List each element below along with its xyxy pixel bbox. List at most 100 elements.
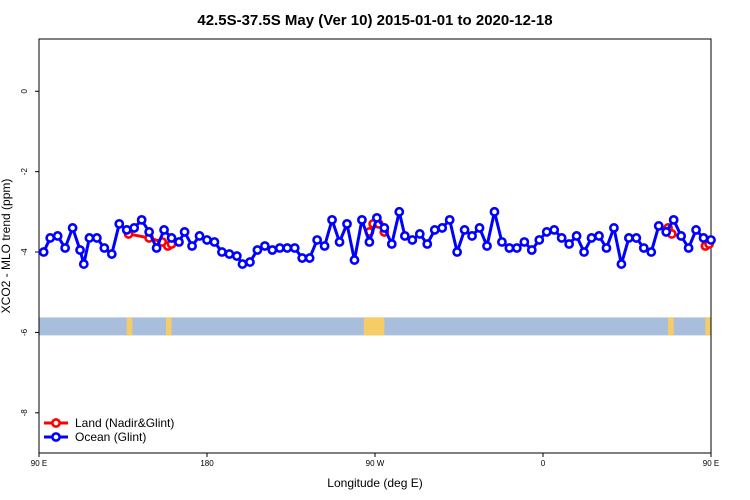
ocean-point	[497, 237, 507, 247]
ocean-point	[84, 233, 95, 243]
chart-title: 42.5S-37.5S May (Ver 10) 2015-01-01 to 2…	[197, 12, 552, 29]
legend-label: Land (Nadir&Glint)	[75, 416, 174, 430]
ocean-point	[136, 214, 147, 225]
x-tick-label: 90 E	[703, 459, 719, 468]
ocean-point	[312, 235, 323, 245]
x-tick-label: 0	[541, 459, 546, 468]
land-segment	[363, 317, 385, 336]
ocean-point	[166, 233, 177, 243]
ocean-point	[564, 239, 575, 249]
ocean-point	[357, 214, 367, 225]
ocean-point	[237, 259, 248, 269]
ocean-point	[364, 237, 375, 247]
ocean-point	[282, 243, 293, 253]
ocean-point	[399, 231, 410, 241]
ocean-point	[394, 206, 405, 217]
x-tick-label: 180	[200, 459, 214, 468]
ocean-point	[252, 245, 263, 255]
ocean-point	[45, 233, 56, 243]
ocean-point	[407, 235, 418, 245]
land-segment	[705, 317, 711, 336]
ocean-point	[121, 225, 132, 235]
ocean-point	[114, 218, 125, 229]
ocean-point	[683, 243, 694, 253]
land-segment	[165, 317, 172, 336]
ocean-point	[661, 227, 672, 237]
ocean-point	[179, 227, 190, 237]
ocean-point	[304, 253, 315, 263]
ocean-point	[534, 235, 545, 245]
legend: Land (Nadir&Glint)Ocean (Glint)	[44, 416, 174, 444]
ocean-point	[52, 231, 63, 241]
ocean-point	[159, 225, 169, 235]
ocean-point	[526, 245, 537, 255]
ocean-point	[386, 239, 397, 249]
ocean-point	[556, 233, 567, 243]
ocean-point	[151, 243, 162, 253]
ocean-point	[444, 214, 455, 225]
ocean-point	[319, 241, 330, 251]
y-tick-label: -6	[20, 328, 29, 336]
ocean-point	[327, 214, 337, 225]
land-ocean-band	[39, 317, 711, 336]
ocean-point	[474, 223, 485, 233]
ocean-point	[245, 257, 255, 267]
ocean-point	[194, 231, 205, 241]
ocean-point	[579, 247, 589, 257]
x-axis-ticks: 90 E 180 90 W 0 90 E	[31, 453, 719, 468]
ocean-point	[38, 247, 49, 257]
ocean-point	[129, 223, 140, 233]
series-layer	[38, 206, 716, 269]
ocean-point	[668, 214, 679, 225]
ocean-point	[297, 253, 308, 263]
ocean-point	[437, 223, 448, 233]
ocean-point	[691, 225, 701, 235]
ocean-point	[144, 227, 155, 237]
ocean-point	[274, 243, 285, 253]
ocean-point	[571, 231, 582, 241]
legend-marker	[51, 432, 61, 442]
ocean-point	[631, 233, 642, 243]
ocean-point	[334, 237, 345, 247]
land-segment	[668, 317, 674, 336]
ocean-point	[267, 245, 278, 255]
x-tick-label: 90 W	[366, 459, 385, 468]
ocean-point	[202, 235, 212, 245]
ocean-point	[459, 225, 470, 235]
ocean-point	[519, 237, 530, 247]
ocean-point	[541, 227, 552, 237]
ocean-point	[549, 225, 560, 235]
ocean-point	[75, 245, 85, 255]
ocean-point	[429, 225, 440, 235]
ocean-point	[422, 239, 433, 249]
ocean-point	[379, 223, 390, 233]
ocean-point	[78, 259, 89, 269]
ocean-point	[217, 247, 227, 257]
ocean-point	[616, 259, 627, 269]
ocean-point	[638, 243, 649, 253]
ocean-point	[187, 241, 197, 251]
ocean-point	[467, 231, 477, 241]
y-axis-label: XCO2 - MLO trend (ppm)	[0, 179, 13, 314]
ocean-point	[67, 223, 78, 233]
ocean-point	[676, 231, 687, 241]
y-tick-label: -8	[20, 409, 29, 417]
ocean-point	[511, 243, 522, 253]
ocean-point	[698, 233, 709, 243]
ocean-point	[209, 237, 220, 247]
legend-label: Ocean (Glint)	[75, 430, 146, 444]
ocean-point	[452, 247, 463, 257]
ocean-point	[342, 218, 352, 229]
y-axis-ticks: 0 -2 -4 -6 -8	[20, 88, 39, 416]
ocean-point	[646, 247, 657, 257]
y-tick-label: 0	[20, 88, 29, 93]
ocean-point	[489, 206, 500, 217]
ocean-point	[99, 243, 110, 253]
ocean-point	[289, 243, 300, 253]
ocean-point	[601, 243, 612, 253]
ocean-point	[231, 251, 242, 261]
ocean-point	[594, 231, 604, 241]
ocean-point	[259, 241, 270, 251]
ocean-point	[91, 233, 102, 243]
